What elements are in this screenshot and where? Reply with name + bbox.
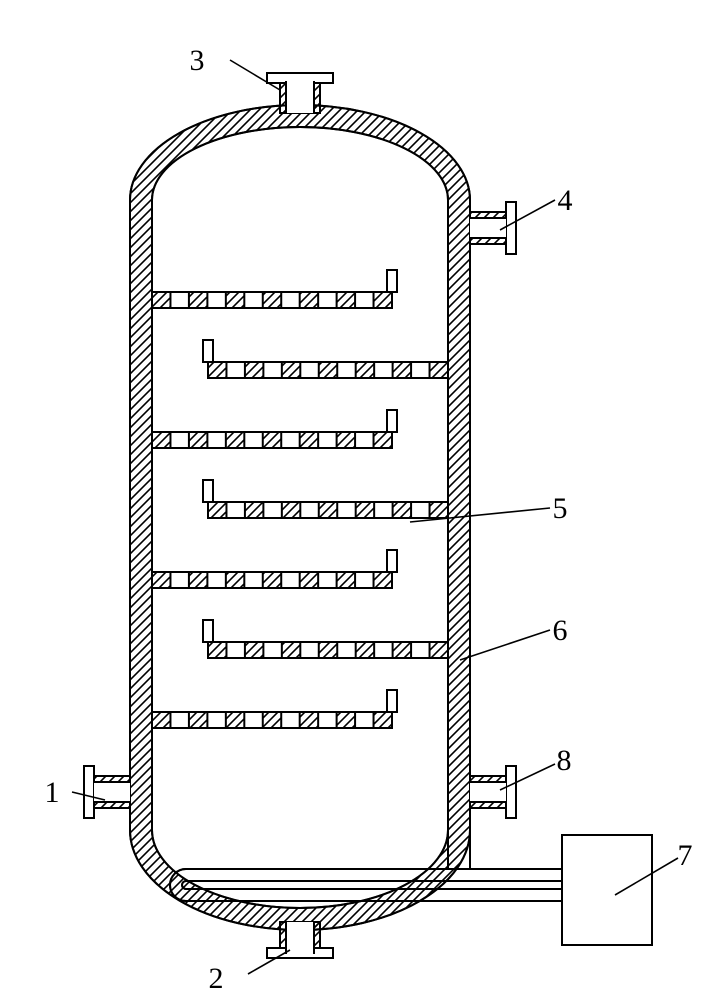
heating-ubend-outer <box>170 869 562 901</box>
external-unit <box>562 835 652 945</box>
baffle-segment <box>374 292 392 308</box>
baffle-segment <box>282 642 300 658</box>
label-1: 1 <box>45 776 60 809</box>
baffle-segment <box>263 572 281 588</box>
baffle-segment <box>337 572 355 588</box>
baffle-segment <box>356 642 374 658</box>
baffle-segment <box>430 502 448 518</box>
baffle-segment <box>152 432 170 448</box>
baffle-segment <box>226 292 244 308</box>
baffle-segment <box>226 712 244 728</box>
baffle-segment <box>245 362 263 378</box>
label-7: 7 <box>678 839 693 872</box>
baffle-weir <box>387 550 397 572</box>
baffle-segment <box>152 712 170 728</box>
label-5: 5 <box>553 492 568 525</box>
baffle-segment <box>337 292 355 308</box>
baffle-segment <box>263 292 281 308</box>
baffle-segment <box>337 712 355 728</box>
baffle-segment <box>319 502 337 518</box>
baffle-segment <box>208 642 226 658</box>
baffle-segment <box>300 292 318 308</box>
baffle-segment <box>374 432 392 448</box>
baffle-segment <box>189 712 207 728</box>
baffle-segment <box>226 572 244 588</box>
baffle-segment <box>282 362 300 378</box>
baffle-segment <box>319 362 337 378</box>
baffle-segment <box>374 572 392 588</box>
baffle-segment <box>152 572 170 588</box>
baffle-segment <box>208 502 226 518</box>
port-4-flange <box>506 202 516 254</box>
baffle-segment <box>393 362 411 378</box>
label-3: 3 <box>190 44 205 77</box>
baffle-segment <box>430 642 448 658</box>
baffle-segment <box>152 292 170 308</box>
leader-6 <box>460 630 550 660</box>
baffle-segment <box>263 712 281 728</box>
baffle-segment <box>356 502 374 518</box>
port-8-flange <box>506 766 516 818</box>
heating-ubend-inner <box>182 881 562 889</box>
baffle-segment <box>226 432 244 448</box>
port-1-flange <box>84 766 94 818</box>
baffle-segment <box>430 362 448 378</box>
label-2: 2 <box>209 962 224 995</box>
baffle-weir <box>203 480 213 502</box>
label-8: 8 <box>557 744 572 777</box>
label-4: 4 <box>558 184 573 217</box>
baffle-segment <box>319 642 337 658</box>
baffle-segment <box>245 502 263 518</box>
label-6: 6 <box>553 614 568 647</box>
baffle-segment <box>282 502 300 518</box>
baffle-segment <box>300 712 318 728</box>
baffle-segment <box>245 642 263 658</box>
baffle-weir <box>203 620 213 642</box>
baffle-weir <box>387 410 397 432</box>
baffle-segment <box>189 572 207 588</box>
baffle-weir <box>387 270 397 292</box>
baffle-segment <box>208 362 226 378</box>
baffle-segment <box>356 362 374 378</box>
baffle-segment <box>189 292 207 308</box>
baffle-segment <box>189 432 207 448</box>
baffle-segment <box>393 502 411 518</box>
baffle-segment <box>300 572 318 588</box>
baffle-weir <box>387 690 397 712</box>
baffle-weir <box>203 340 213 362</box>
baffle-segment <box>374 712 392 728</box>
schematic-diagram: 3 4 5 6 8 1 2 7 <box>0 0 714 1000</box>
baffle-segment <box>393 642 411 658</box>
baffle-segment <box>300 432 318 448</box>
baffle-segment <box>263 432 281 448</box>
baffle-segment <box>337 432 355 448</box>
